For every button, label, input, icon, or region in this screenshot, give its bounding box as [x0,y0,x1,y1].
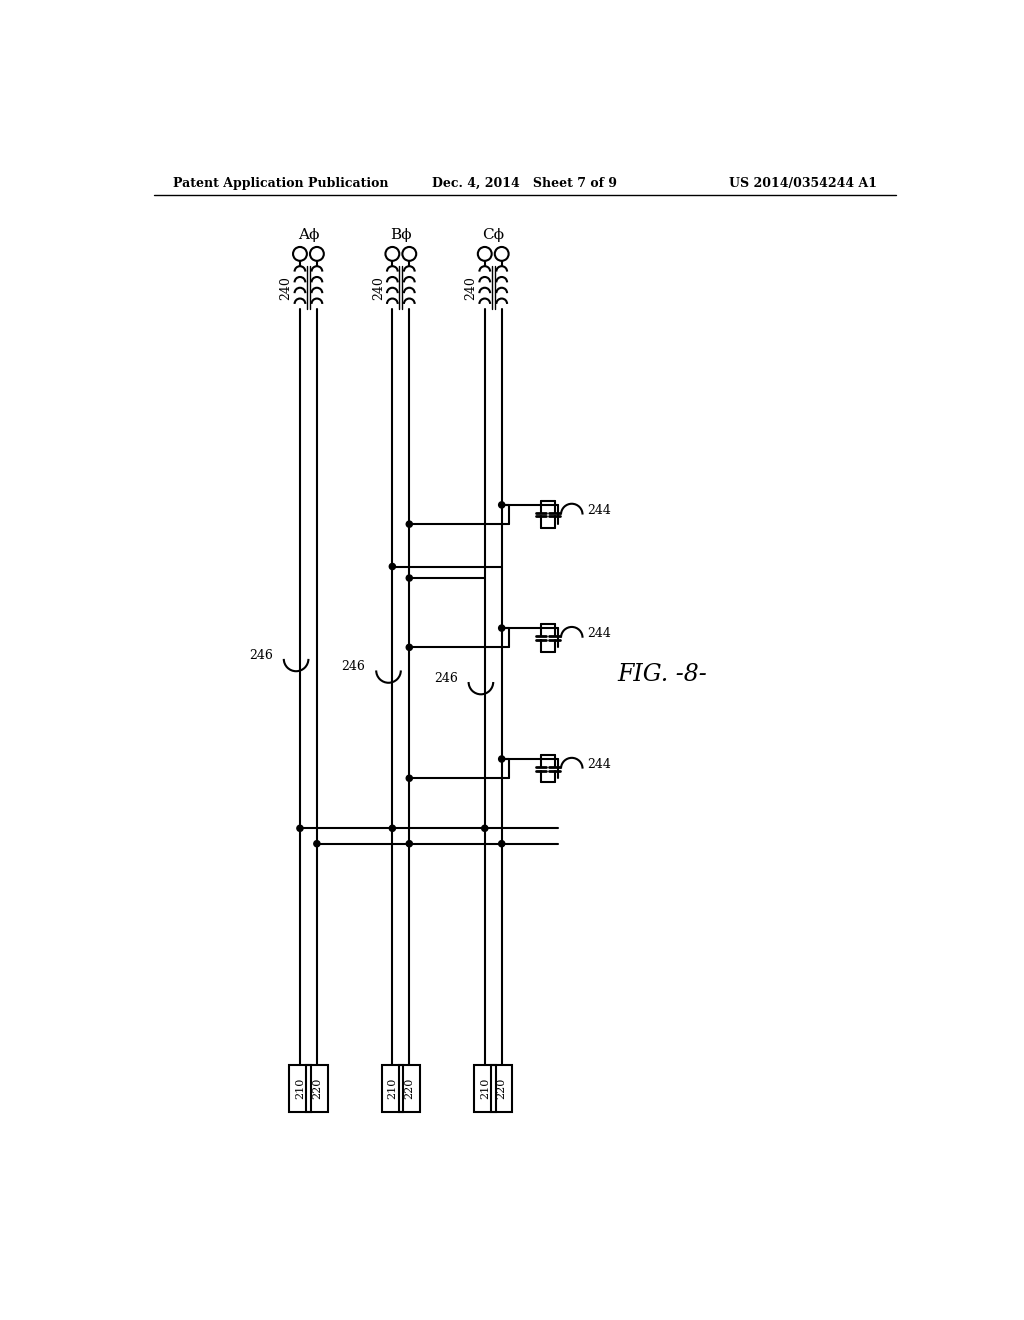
Bar [474,1065,496,1111]
Circle shape [407,644,413,651]
Text: Patent Application Publication: Patent Application Publication [173,177,388,190]
Bar [306,1065,328,1111]
Circle shape [499,626,505,631]
Text: 246: 246 [342,660,366,673]
Text: 210: 210 [480,1078,489,1100]
Bar [289,1065,310,1111]
Text: 220: 220 [312,1078,322,1100]
Circle shape [389,564,395,570]
Text: Cϕ: Cϕ [482,228,504,243]
Text: Aϕ: Aϕ [298,228,319,243]
Circle shape [499,756,505,762]
Circle shape [407,521,413,527]
Circle shape [297,825,303,832]
Circle shape [389,825,395,832]
Text: 244: 244 [587,504,611,517]
Bar [382,1065,403,1111]
Text: 244: 244 [587,627,611,640]
Circle shape [499,841,505,847]
Text: 210: 210 [295,1078,305,1100]
Circle shape [407,576,413,581]
Text: 240: 240 [372,276,385,300]
Circle shape [481,825,487,832]
Text: 240: 240 [465,276,477,300]
Circle shape [407,775,413,781]
Text: 246: 246 [249,648,273,661]
Circle shape [499,502,505,508]
Bar [490,1065,512,1111]
Text: US 2014/0354244 A1: US 2014/0354244 A1 [729,177,878,190]
Text: 220: 220 [497,1078,507,1100]
Text: 244: 244 [587,758,611,771]
Text: FIG. -8-: FIG. -8- [617,663,707,686]
Circle shape [407,841,413,847]
Text: 246: 246 [434,672,458,685]
Text: 220: 220 [404,1078,415,1100]
Text: Bϕ: Bϕ [390,228,412,243]
Circle shape [313,841,319,847]
Bar [398,1065,420,1111]
Text: 210: 210 [387,1078,397,1100]
Text: 240: 240 [280,276,293,300]
Text: Dec. 4, 2014   Sheet 7 of 9: Dec. 4, 2014 Sheet 7 of 9 [432,177,617,190]
